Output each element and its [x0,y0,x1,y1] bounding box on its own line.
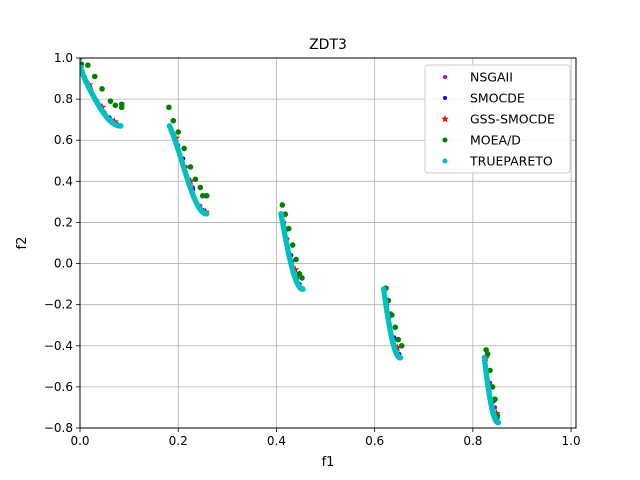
legend-entry: MOEA/D [442,133,521,148]
legend-label: GSS-SMOCDE [470,112,555,127]
moea-d-point [203,192,210,199]
moea-d-point [289,242,296,248]
moea-d-point [299,275,305,281]
moea-d-point [118,104,125,111]
truepareto-point [495,419,502,426]
moea-d-point [91,73,98,80]
y-tick-label: −0.6 [44,380,73,394]
legend-label: NSGAII [470,70,513,85]
axis-ticks: 0.0 0.2 0.4 0.6 0.8 1.0 −0.8 −0.6 −0.4 −0.2 0.0 0.2… [44,51,581,448]
y-tick-label: 0.8 [54,92,73,106]
y-tick-label: −0.2 [44,298,73,312]
y-tick-label: 0.0 [54,257,73,271]
plot-frame [79,57,577,429]
legend-label: MOEA/D [470,133,521,148]
x-tick-label: 0.0 [70,434,89,448]
y-tick-label: −0.8 [44,421,73,435]
moea-d-point [392,324,399,331]
moea-d-point [489,384,496,390]
moea-d-point [199,192,206,199]
truepareto-point [80,58,83,61]
truepareto-point [203,210,210,217]
nsgaii-point [443,75,447,79]
y-tick-label: 0.2 [54,215,73,229]
x-axis-label: f1 [322,455,335,470]
legend-entry: GSS-SMOCDE [441,112,555,127]
moea-d-point [107,98,114,104]
legend-label: TRUEPARETO [469,154,553,169]
legend-box [424,64,571,174]
moea-d-point [181,145,187,152]
moea-d-point [492,396,498,403]
grid [79,57,576,429]
moea-d-point [192,176,199,183]
y-axis-label: f2 [15,237,30,250]
x-tick-label: 0.4 [267,434,286,448]
y-tick-label: 0.6 [54,133,73,147]
moea-d-point [166,104,172,111]
truepareto-point [397,354,404,361]
chart-title: ZDT3 [309,37,347,53]
x-tick-label: 0.6 [365,434,384,448]
data-marks [80,58,502,426]
legend-entry: TRUEPARETO [442,154,553,169]
moea-d-point [170,117,177,124]
legend-label: SMOCDE [470,91,525,106]
truepareto-point [117,123,124,129]
moea-d-point [175,129,182,135]
moea-d-point [484,351,491,357]
moea-d-point [279,202,286,208]
moea-d-point [293,256,299,263]
gss-smocde-point [441,114,449,123]
moea-d-point [395,336,402,343]
y-tick-label: 1.0 [54,51,73,65]
x-tick-label: 0.8 [463,434,482,448]
legend: NSGAII SMOCDE GSS-SMOCDE MOEA/D TRUEPARETO [424,64,571,174]
y-tick-label: −0.4 [44,339,73,353]
moea-d-point [442,137,448,143]
moea-d-point [99,86,105,92]
legend-entry: SMOCDE [443,91,525,106]
moea-d-point [296,271,303,277]
truepareto-point [442,158,448,164]
moea-d-point [197,184,204,191]
moea-d-point [285,225,292,232]
gss-smocde-point [392,343,402,352]
moea-d-point [85,62,91,68]
smocde-point [443,96,447,100]
truepareto-point [300,286,306,292]
moea-d-point [112,102,119,109]
x-tick-label: 1.0 [562,434,581,448]
moea-d-point [398,342,405,349]
legend-entry: NSGAII [443,70,513,85]
y-tick-label: 0.4 [54,174,73,188]
x-tick-label: 0.2 [169,434,188,448]
moea-d-point [187,164,194,170]
